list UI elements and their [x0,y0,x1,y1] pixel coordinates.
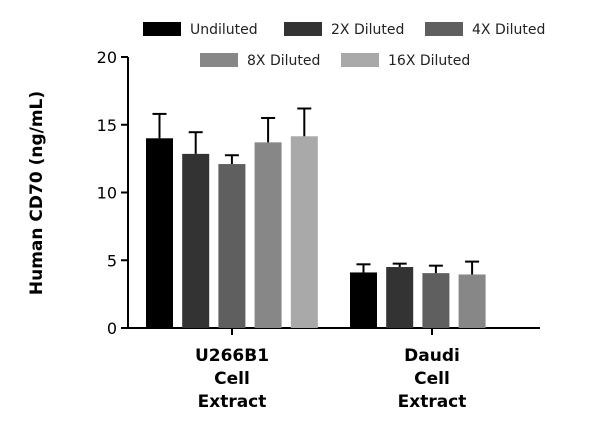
bar [458,274,486,328]
x-category-label: Extract [198,392,267,412]
x-category-label: U266B1 [195,346,269,366]
bar [182,153,210,328]
x-category-label: Daudi [404,346,460,366]
legend-label: 2X Diluted [331,22,404,38]
bar [422,273,450,328]
y-tick-label: 0 [107,319,117,338]
legend-swatch [200,53,238,67]
bar [254,142,282,328]
bar [350,272,377,328]
legend-label: 8X Diluted [247,53,320,69]
bars [146,107,486,328]
bar [290,136,318,328]
legend-label: 16X Diluted [388,53,470,69]
y-tick-label: 5 [107,251,117,270]
bar [146,138,173,328]
y-tick-label: 20 [97,48,117,67]
x-axis: U266B1 Cell Extract Daudi Cell Extract [128,327,540,412]
x-category-label: Cell [214,369,250,389]
legend-label: Undiluted [190,22,258,38]
bar [218,164,246,328]
x-category-label: Cell [414,369,450,389]
y-tick-label: 15 [97,116,117,135]
bar [386,267,414,328]
legend-swatch [143,22,181,36]
y-tick-label: 10 [97,184,117,203]
legend-label: 4X Diluted [472,22,545,38]
y-axis: 0 5 10 15 20 [97,48,129,338]
y-axis-title: Human CD70 (ng/mL) [27,91,47,295]
x-category-label: Extract [398,392,467,412]
legend: Undiluted 2X Diluted 4X Diluted 8X Diluted 1… [143,22,545,69]
legend-swatch [425,22,463,36]
legend-swatch [341,53,379,67]
legend-swatch [284,22,322,36]
